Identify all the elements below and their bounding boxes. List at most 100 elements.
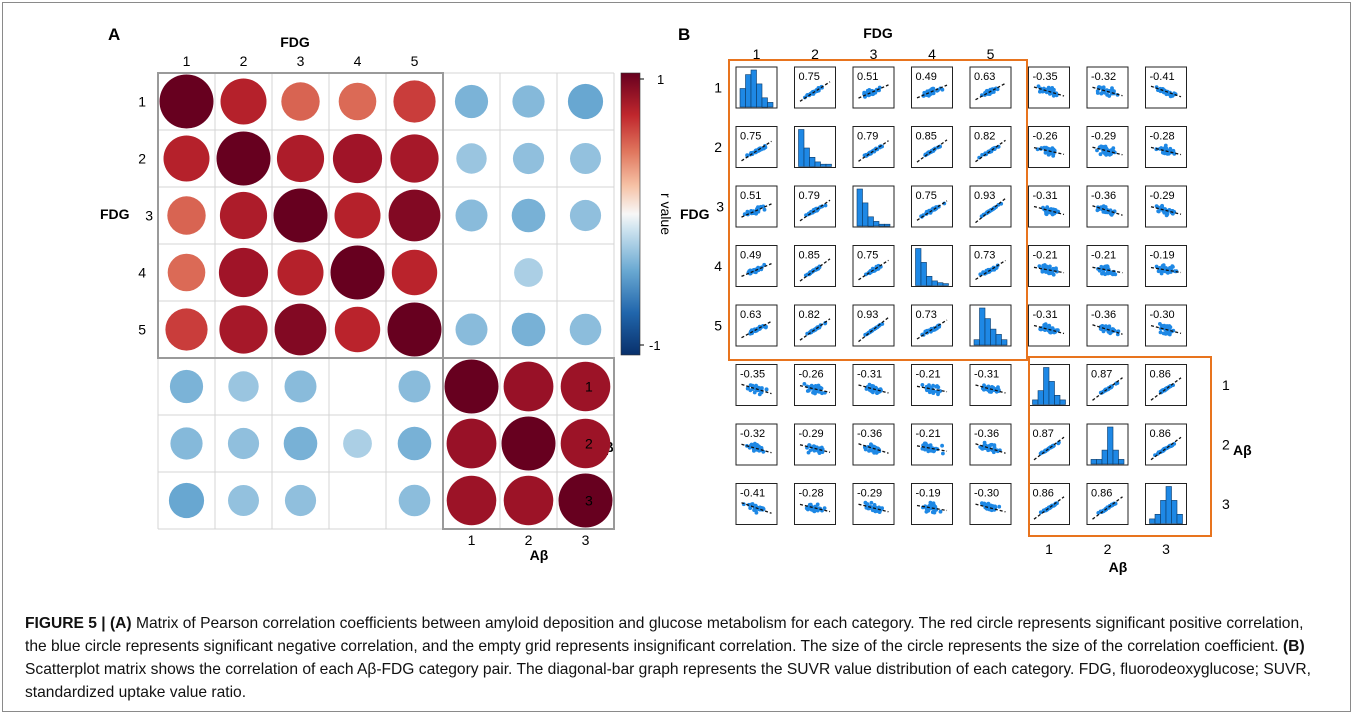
correlation-value-label: -0.32: [1091, 71, 1116, 83]
histogram-bar: [798, 129, 805, 167]
regression-line: [799, 258, 831, 282]
correlation-value-label: 0.87: [1033, 428, 1054, 440]
scatter-point: [925, 443, 929, 448]
scatter-point: [991, 448, 996, 453]
histogram-bar: [1101, 449, 1108, 465]
scatter-cell-box: [1086, 245, 1129, 287]
scatter-point: [1170, 93, 1175, 98]
regression-line: [916, 385, 948, 393]
correlation-circle: [387, 302, 442, 357]
correlation-value-label: -0.31: [1033, 190, 1058, 202]
regression-line: [1150, 377, 1182, 401]
regression-line: [1092, 377, 1123, 401]
correlation-value-label: 0.79: [799, 190, 820, 202]
regression-line: [1033, 266, 1065, 274]
histogram-bar: [862, 202, 869, 227]
scatter-point: [745, 209, 750, 214]
histogram-bar: [1154, 513, 1161, 524]
regression-line: [858, 140, 889, 162]
histogram-bar: [873, 221, 880, 227]
scatter-point: [938, 509, 943, 514]
panel-a-fdg-col-index: 5: [411, 53, 419, 69]
correlation-circle: [503, 361, 554, 412]
correlation-value-label: 0.75: [857, 250, 878, 262]
scatter-point: [864, 505, 869, 510]
scatter-point: [1048, 210, 1053, 215]
regression-line: [1033, 86, 1065, 97]
histogram-bar: [920, 262, 927, 286]
scatter-point: [817, 390, 822, 394]
scatter-point: [1098, 152, 1103, 157]
scatter-point: [1108, 149, 1113, 154]
correlation-circle: [284, 484, 317, 517]
scatter-point: [986, 501, 991, 506]
scatter-point: [1037, 264, 1042, 268]
histogram-bar: [825, 163, 832, 167]
histogram-bar: [878, 223, 885, 227]
correlation-circle: [393, 80, 436, 123]
caption-part-a-label: (A): [109, 615, 132, 632]
panel-b-fdg-row-index: 5: [714, 318, 722, 334]
regression-line: [1150, 146, 1182, 156]
scatter-point: [1161, 150, 1166, 155]
scatter-point: [806, 450, 811, 455]
histogram-bar: [803, 147, 810, 167]
scatter-point: [1097, 85, 1101, 89]
scatter-point: [823, 321, 827, 326]
scatter-point: [816, 383, 821, 388]
scatter-point: [742, 212, 747, 217]
correlation-circle: [501, 416, 556, 471]
scatter-point: [866, 93, 871, 98]
correlation-value-label: -0.36: [974, 428, 999, 440]
regression-line: [1033, 436, 1065, 461]
correlation-circle: [218, 247, 269, 298]
correlation-value-label: 0.82: [799, 309, 820, 321]
histogram-bar: [1054, 394, 1061, 405]
regression-line: [858, 259, 889, 281]
scatter-point: [1047, 325, 1052, 330]
scatter-point: [1100, 271, 1104, 276]
scatter-point: [1095, 148, 1099, 153]
scatter-point: [809, 210, 814, 214]
correlation-value-label: -0.31: [857, 369, 882, 381]
regression-line: [916, 445, 948, 452]
histogram-bar: [856, 188, 863, 227]
scatter-point: [928, 500, 933, 505]
scatter-point: [754, 510, 759, 515]
scatter-point: [1159, 205, 1164, 209]
correlation-value-label: 0.75: [740, 131, 761, 143]
regression-line: [975, 139, 1006, 163]
scatter-point: [1160, 388, 1164, 393]
regression-line: [741, 203, 772, 218]
scatter-point: [986, 384, 991, 389]
scatter-cell-box: [735, 185, 778, 228]
panel-a-abeta-col-index: 3: [582, 532, 590, 548]
panel-b-fdg-col-index: 2: [811, 46, 819, 62]
histogram-bar: [1149, 518, 1156, 524]
scatter-point: [752, 449, 756, 453]
scatter-point: [1099, 205, 1104, 210]
correlation-circle: [163, 135, 210, 182]
correlation-value-label: 0.49: [740, 250, 761, 262]
panel-a-fdg-row-index: 5: [138, 322, 146, 338]
scatter-point: [1158, 330, 1163, 335]
scatter-cell-box: [911, 304, 953, 347]
regression-line: [1092, 324, 1123, 335]
regression-line: [799, 503, 831, 513]
correlation-circle: [165, 308, 208, 351]
histogram-bar: [1032, 399, 1039, 405]
regression-line: [916, 84, 948, 99]
panel-b-abeta-col-index: 3: [1162, 541, 1170, 557]
correlation-circle: [334, 192, 381, 239]
correlation-value-label: -0.30: [974, 488, 999, 500]
correlation-circle: [511, 198, 546, 233]
correlation-circle: [446, 418, 497, 469]
scatter-point: [753, 441, 757, 446]
correlation-circle: [456, 143, 487, 174]
histogram-bar: [1048, 381, 1055, 405]
scatter-point: [1038, 510, 1043, 515]
scatter-point: [806, 388, 811, 393]
correlation-circle: [334, 306, 381, 353]
correlation-circle: [273, 188, 328, 243]
correlation-circle: [276, 134, 325, 183]
